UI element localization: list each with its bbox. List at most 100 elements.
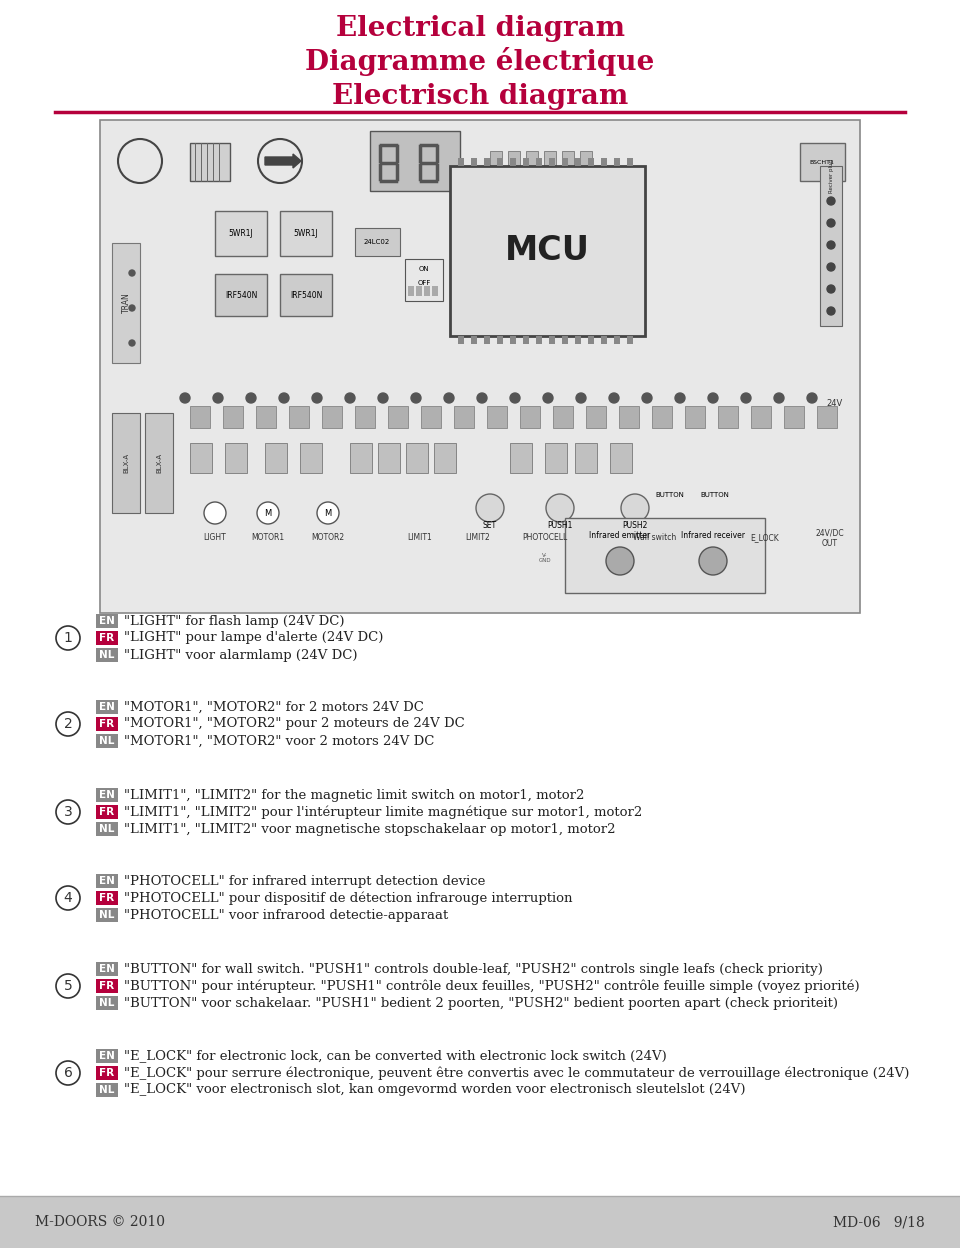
Circle shape (827, 307, 835, 314)
Circle shape (476, 494, 504, 522)
Text: MD-06   9/18: MD-06 9/18 (833, 1216, 925, 1229)
FancyBboxPatch shape (96, 718, 118, 731)
Text: Electrical diagram: Electrical diagram (335, 15, 625, 41)
Text: LIGHT: LIGHT (204, 533, 227, 543)
Bar (432, 286, 438, 296)
Text: SET: SET (483, 520, 497, 529)
Circle shape (609, 393, 619, 403)
Text: "LIGHT" voor alarmlamp (24V DC): "LIGHT" voor alarmlamp (24V DC) (124, 649, 357, 661)
Bar (817, 406, 837, 428)
Circle shape (675, 393, 685, 403)
Bar (614, 336, 620, 344)
Circle shape (129, 305, 135, 311)
Text: Wall switch: Wall switch (634, 533, 677, 543)
Text: MCU: MCU (505, 235, 590, 267)
Text: 1: 1 (63, 631, 72, 645)
Text: Electrisch diagram: Electrisch diagram (332, 82, 628, 110)
Bar (523, 158, 529, 166)
Circle shape (317, 502, 339, 524)
Text: "PHOTOCELL" voor infrarood detectie-apparaat: "PHOTOCELL" voor infrarood detectie-appa… (124, 909, 448, 921)
Bar (614, 158, 620, 166)
Circle shape (56, 713, 80, 736)
Bar (601, 158, 607, 166)
Circle shape (827, 263, 835, 271)
Text: PUSH1: PUSH1 (547, 520, 573, 529)
Text: Infrared receiver: Infrared receiver (681, 530, 745, 539)
Text: LIMIT2: LIMIT2 (466, 533, 491, 543)
FancyBboxPatch shape (96, 734, 118, 748)
Circle shape (741, 393, 751, 403)
Bar (820, 166, 842, 326)
Text: "BUTTON" for wall switch. "PUSH1" controls double-leaf, "PUSH2" controls single : "BUTTON" for wall switch. "PUSH1" contro… (124, 962, 823, 976)
Bar (549, 158, 555, 166)
Bar (355, 406, 375, 428)
Bar (458, 336, 464, 344)
Text: 2: 2 (63, 718, 72, 731)
FancyBboxPatch shape (96, 909, 118, 922)
Bar (784, 406, 804, 428)
Text: FR: FR (100, 633, 114, 643)
Bar (580, 151, 592, 181)
Circle shape (279, 393, 289, 403)
Bar (190, 443, 212, 473)
Bar (562, 151, 574, 181)
Bar (520, 406, 540, 428)
Bar (405, 260, 443, 301)
Bar (0, 1196, 960, 1248)
Text: BLX-A: BLX-A (156, 453, 162, 473)
Text: 5WR1J: 5WR1J (294, 230, 319, 238)
Circle shape (827, 218, 835, 227)
Text: "E_LOCK" for electronic lock, can be converted with electronic lock switch (24V): "E_LOCK" for electronic lock, can be con… (124, 1050, 667, 1062)
Bar (424, 286, 430, 296)
Circle shape (312, 393, 322, 403)
Bar (458, 158, 464, 166)
Text: "LIMIT1", "LIMIT2" pour l'intérupteur limite magnétique sur motor1, motor2: "LIMIT1", "LIMIT2" pour l'intérupteur li… (124, 805, 642, 819)
Bar (370, 131, 460, 191)
Bar (322, 406, 342, 428)
Text: TRAN: TRAN (122, 292, 131, 313)
Bar (800, 144, 845, 181)
Circle shape (510, 393, 520, 403)
Text: EN: EN (99, 790, 115, 800)
Text: BSCHT1: BSCHT1 (809, 160, 834, 165)
Bar (526, 151, 538, 181)
Text: EN: EN (99, 617, 115, 626)
Circle shape (378, 393, 388, 403)
Text: M: M (324, 508, 331, 518)
Bar (471, 158, 477, 166)
Bar (190, 406, 210, 428)
Bar (215, 211, 267, 256)
Bar (601, 336, 607, 344)
Text: 5WR1J: 5WR1J (228, 230, 253, 238)
Circle shape (827, 241, 835, 250)
FancyBboxPatch shape (96, 787, 118, 802)
Text: FR: FR (100, 1068, 114, 1078)
Circle shape (213, 393, 223, 403)
Text: PUSH2: PUSH2 (622, 520, 648, 529)
Circle shape (642, 393, 652, 403)
Bar (265, 443, 287, 473)
Bar (652, 406, 672, 428)
Text: Reciver plug: Reciver plug (828, 158, 833, 193)
Circle shape (56, 973, 80, 998)
Bar (718, 406, 738, 428)
Circle shape (56, 800, 80, 824)
Bar (575, 336, 581, 344)
FancyBboxPatch shape (96, 874, 118, 889)
Text: NL: NL (99, 998, 114, 1008)
Bar (487, 406, 507, 428)
Bar (545, 443, 567, 473)
FancyBboxPatch shape (96, 805, 118, 819)
Bar (575, 443, 597, 473)
FancyBboxPatch shape (96, 996, 118, 1010)
Bar (627, 336, 633, 344)
Bar (355, 228, 400, 256)
Bar (484, 158, 490, 166)
Circle shape (129, 339, 135, 346)
Bar (490, 151, 502, 181)
Circle shape (543, 393, 553, 403)
Circle shape (444, 393, 454, 403)
Text: 24LC02: 24LC02 (364, 240, 390, 245)
Bar (215, 275, 267, 316)
Text: M: M (264, 508, 272, 518)
